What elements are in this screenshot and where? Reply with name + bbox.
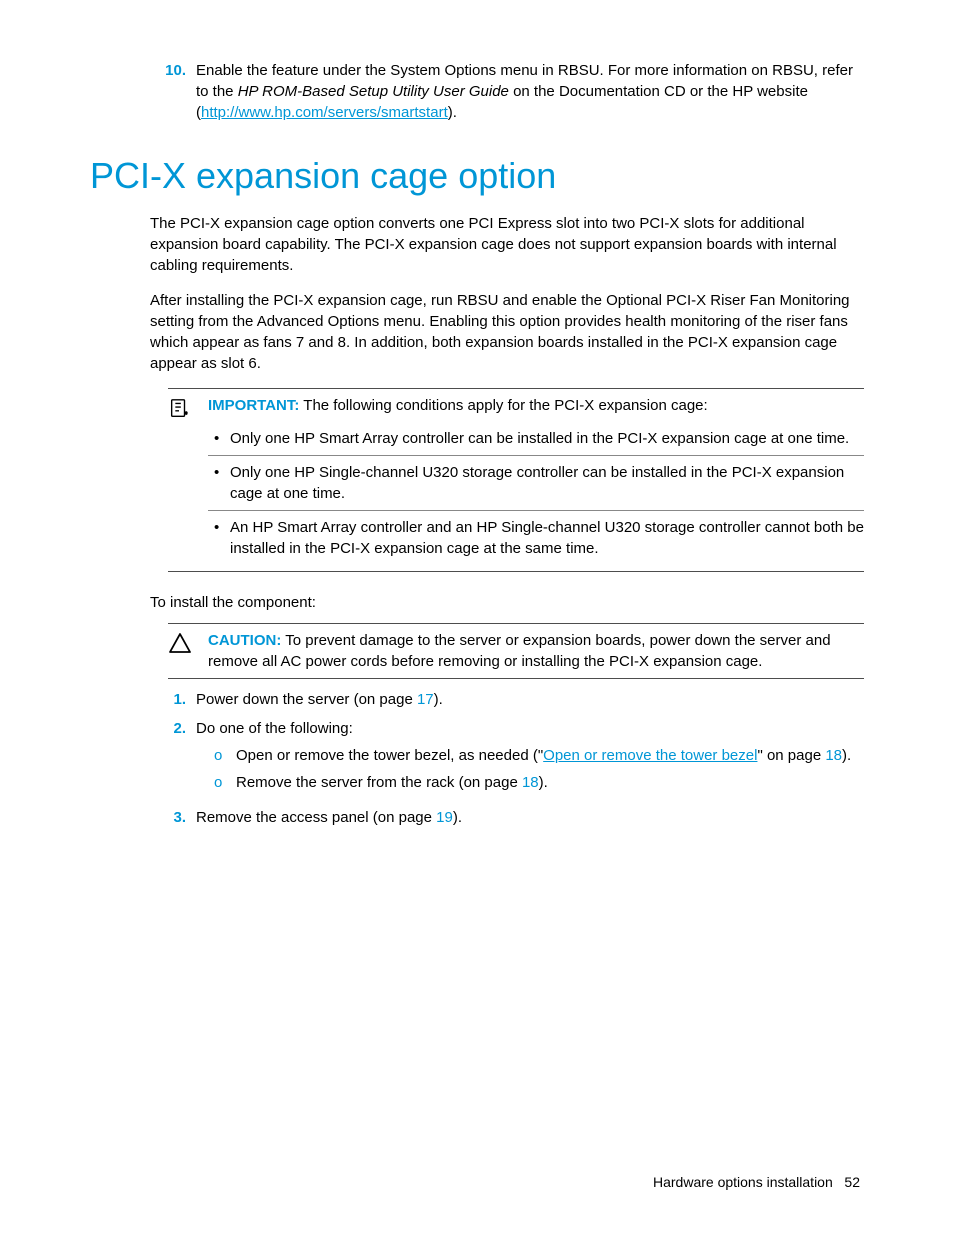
page-ref-18b[interactable]: 18 xyxy=(522,774,539,791)
install-steps: 1. Power down the server (on page 17). 2… xyxy=(150,689,864,828)
page-ref-18a[interactable]: 18 xyxy=(825,747,842,764)
smartstart-link[interactable]: http://www.hp.com/servers/smartstart xyxy=(201,104,448,121)
step-number: 1. xyxy=(150,689,186,710)
install-step-3: 3. Remove the access panel (on page 19). xyxy=(150,807,864,828)
caution-callout: CAUTION: To prevent damage to the server… xyxy=(168,623,864,679)
install-step-1: 1. Power down the server (on page 17). xyxy=(150,689,864,710)
important-intro: The following conditions apply for the P… xyxy=(299,397,707,414)
bullet-icon: • xyxy=(208,462,230,504)
step3-post: ). xyxy=(453,809,462,826)
sub-a-mid: " on page xyxy=(757,747,825,764)
condition-text: Only one HP Single-channel U320 storage … xyxy=(230,462,864,504)
page-ref-19[interactable]: 19 xyxy=(436,809,453,826)
step1-post: ). xyxy=(434,691,443,708)
bullet-icon: • xyxy=(208,517,230,559)
step-text-post: ). xyxy=(448,104,457,121)
tower-bezel-link[interactable]: Open or remove the tower bezel xyxy=(543,747,757,764)
paragraph-2: After installing the PCI-X expansion cag… xyxy=(150,290,864,374)
caution-text: To prevent damage to the server or expan… xyxy=(208,632,831,670)
sub-step: o Remove the server from the rack (on pa… xyxy=(196,772,864,793)
condition-item: • Only one HP Smart Array controller can… xyxy=(208,422,864,455)
important-label: IMPORTANT: xyxy=(208,397,299,414)
caution-body: CAUTION: To prevent damage to the server… xyxy=(196,630,864,672)
step2-pre: Do one of the following: xyxy=(196,720,353,737)
step2-subs: o Open or remove the tower bezel, as nee… xyxy=(196,745,864,793)
install-step-2: 2. Do one of the following: o Open or re… xyxy=(150,718,864,799)
conditions-list: • Only one HP Smart Array controller can… xyxy=(208,422,864,565)
important-icon xyxy=(168,395,196,423)
page-ref-17[interactable]: 17 xyxy=(417,691,434,708)
condition-item: • Only one HP Single-channel U320 storag… xyxy=(208,455,864,510)
important-callout: IMPORTANT: The following conditions appl… xyxy=(168,388,864,572)
page-footer: Hardware options installation 52 xyxy=(653,1173,860,1193)
sub-b-post: ). xyxy=(539,774,548,791)
caution-icon xyxy=(168,630,196,658)
paragraph-1: The PCI-X expansion cage option converts… xyxy=(150,213,864,276)
condition-text: An HP Smart Array controller and an HP S… xyxy=(230,517,864,559)
important-body: IMPORTANT: The following conditions appl… xyxy=(196,395,864,565)
footer-section: Hardware options installation xyxy=(653,1174,833,1190)
caution-label: CAUTION: xyxy=(208,632,281,649)
bullet-icon: • xyxy=(208,428,230,449)
sub-b-pre: Remove the server from the rack (on page xyxy=(236,774,522,791)
step-number: 3. xyxy=(150,807,186,828)
sub-body: Remove the server from the rack (on page… xyxy=(236,772,548,793)
step-body: Power down the server (on page 17). xyxy=(196,689,864,710)
condition-text: Only one HP Smart Array controller can b… xyxy=(230,428,849,449)
sub-marker-icon: o xyxy=(214,772,236,793)
section-heading: PCI-X expansion cage option xyxy=(90,151,864,201)
sub-body: Open or remove the tower bezel, as neede… xyxy=(236,745,851,766)
footer-page: 52 xyxy=(844,1174,860,1190)
step-text-italic: HP ROM-Based Setup Utility User Guide xyxy=(238,83,509,100)
sub-marker-icon: o xyxy=(214,745,236,766)
sub-a-post: ). xyxy=(842,747,851,764)
step1-pre: Power down the server (on page xyxy=(196,691,417,708)
step-body: Enable the feature under the System Opti… xyxy=(196,60,864,123)
step-body: Do one of the following: o Open or remov… xyxy=(196,718,864,799)
install-intro: To install the component: xyxy=(150,592,864,613)
top-step-10: 10. Enable the feature under the System … xyxy=(150,60,864,123)
condition-item: • An HP Smart Array controller and an HP… xyxy=(208,510,864,565)
sub-step: o Open or remove the tower bezel, as nee… xyxy=(196,745,864,766)
step3-pre: Remove the access panel (on page xyxy=(196,809,436,826)
step-body: Remove the access panel (on page 19). xyxy=(196,807,864,828)
sub-a-pre: Open or remove the tower bezel, as neede… xyxy=(236,747,543,764)
step-number: 10. xyxy=(150,60,186,123)
step-number: 2. xyxy=(150,718,186,799)
